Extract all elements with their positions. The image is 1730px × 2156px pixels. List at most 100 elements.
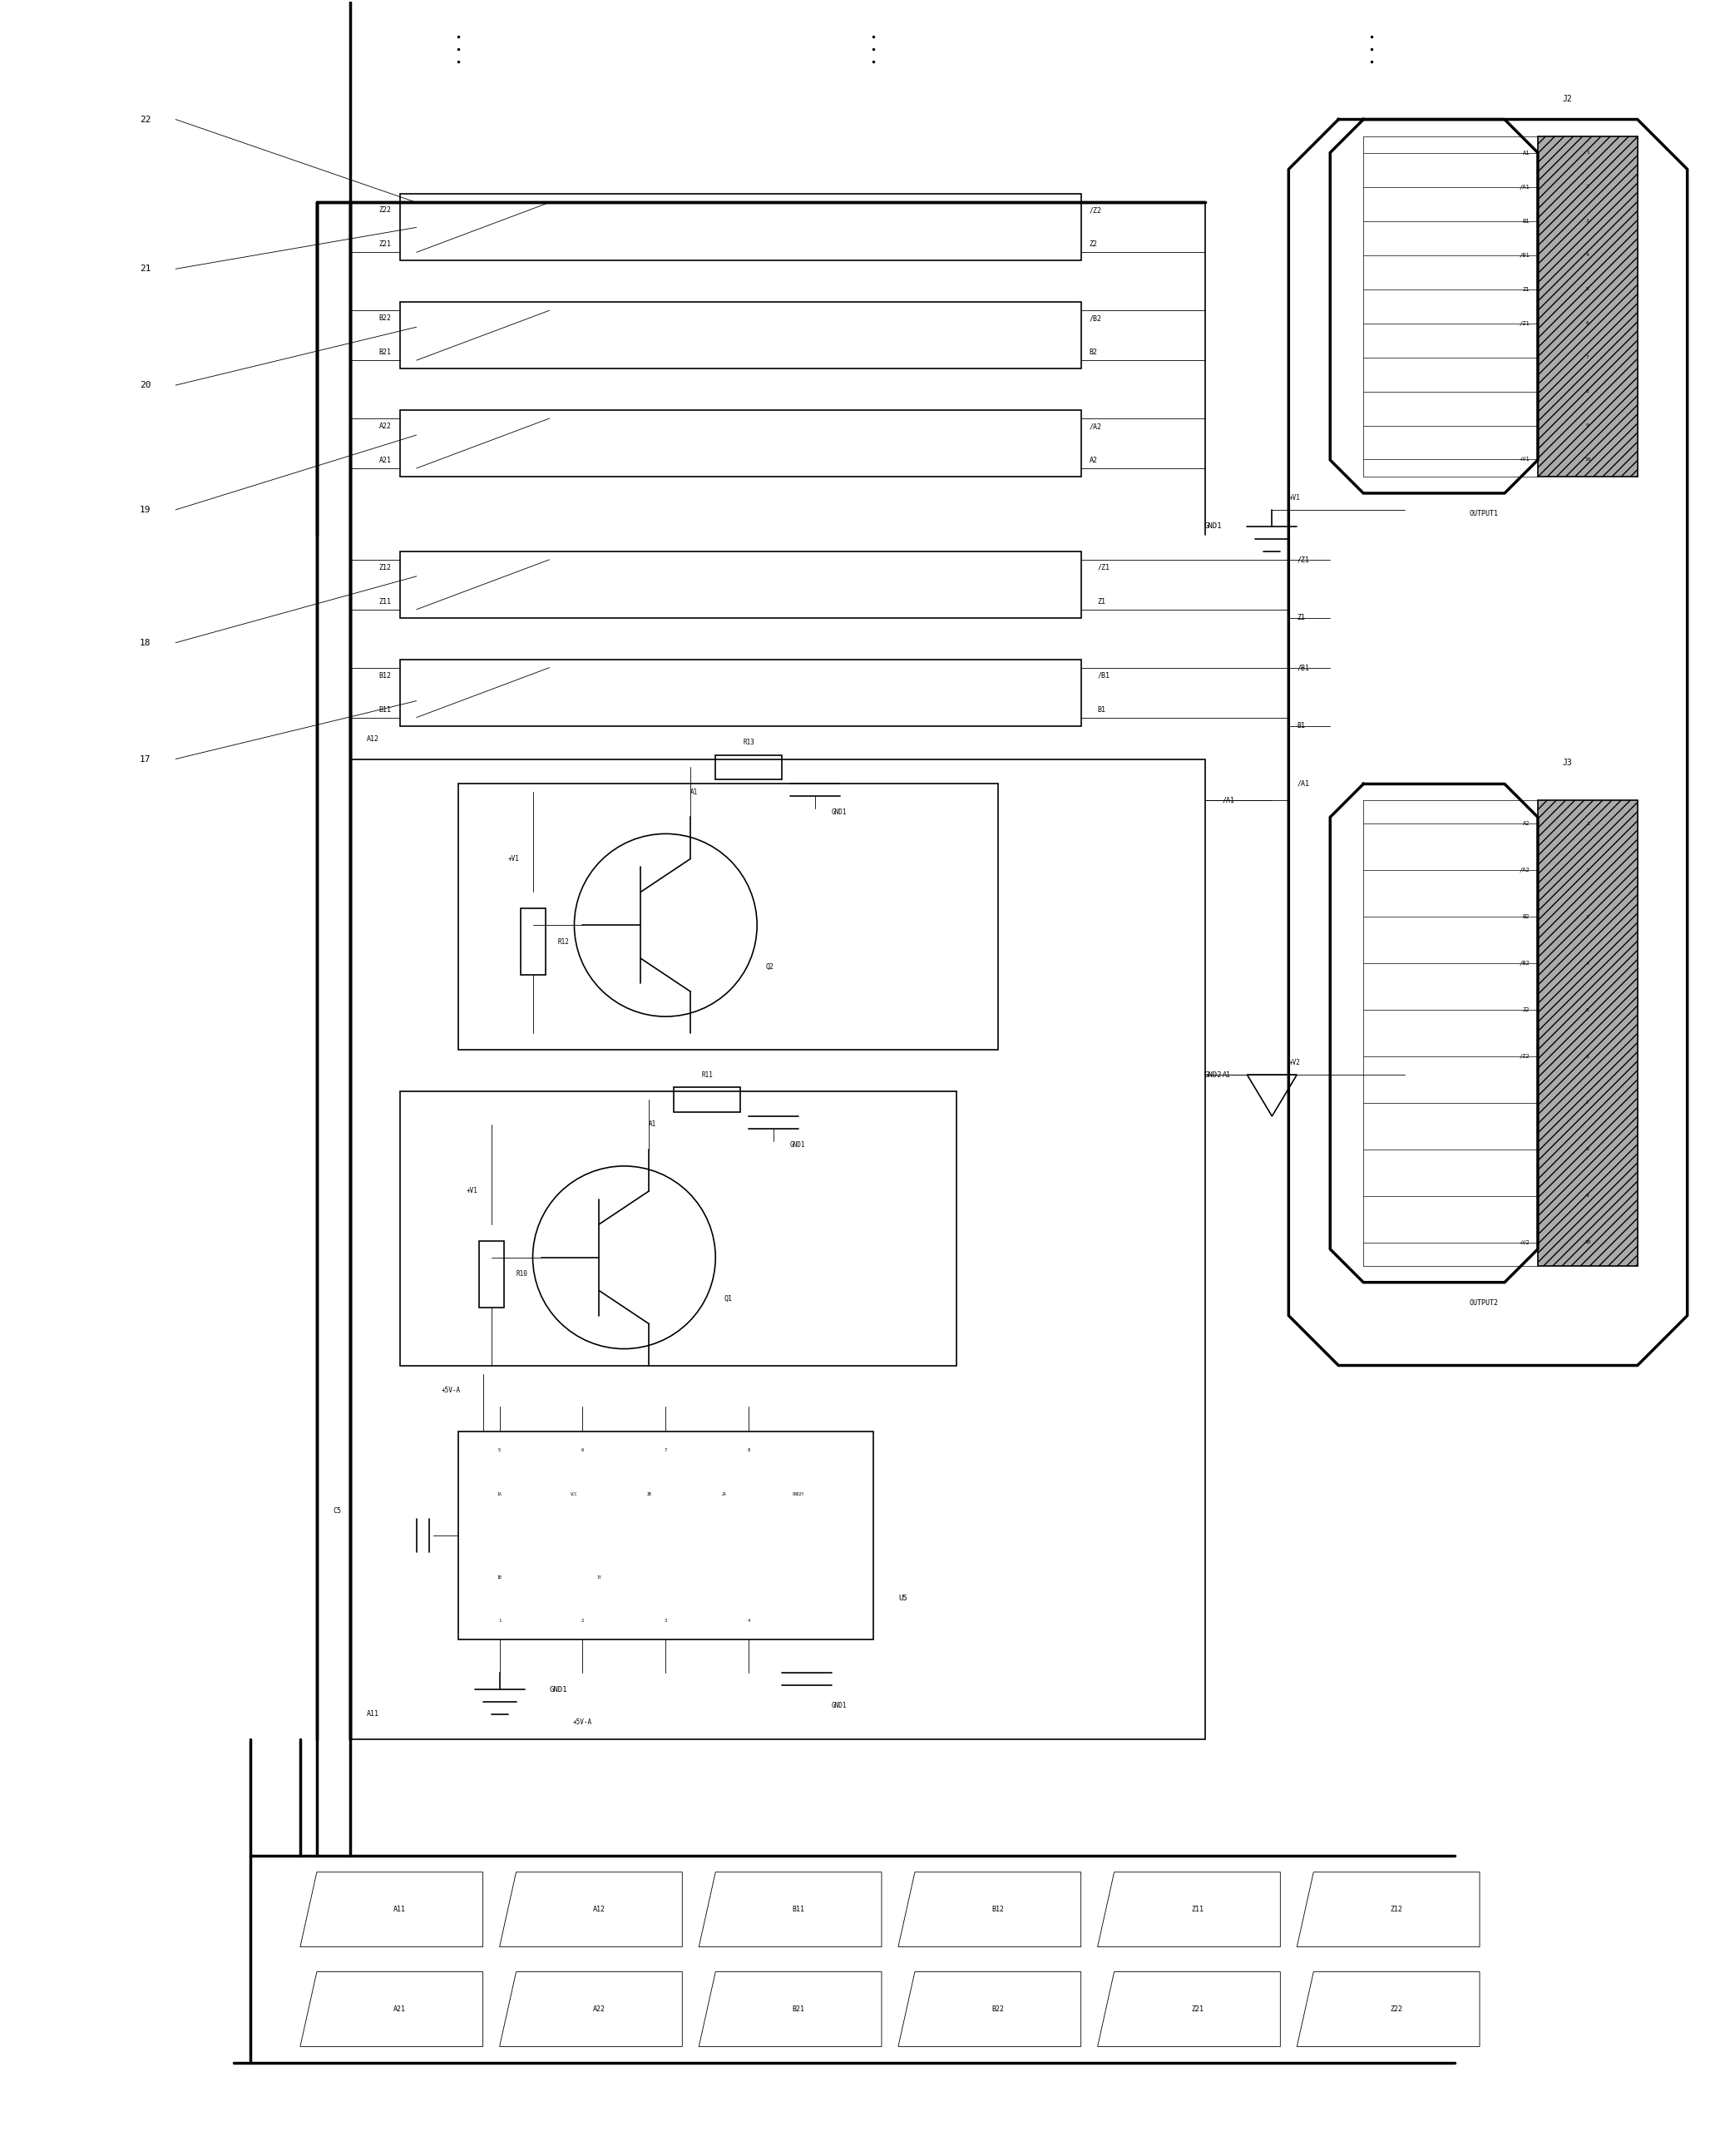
Text: 21: 21 (140, 265, 151, 274)
Text: 4: 4 (1586, 252, 1590, 257)
Text: OUTPUT1: OUTPUT1 (1469, 509, 1498, 517)
Text: 1Y: 1Y (597, 1576, 602, 1580)
Text: B1: B1 (1097, 705, 1105, 714)
Text: GND1: GND1 (550, 1686, 567, 1692)
Text: GND1: GND1 (832, 1703, 848, 1710)
Text: Z12: Z12 (379, 565, 391, 571)
Text: 1: 1 (1586, 821, 1590, 826)
Text: /B2: /B2 (1090, 315, 1102, 321)
Text: A22: A22 (379, 423, 391, 429)
Text: 2A: 2A (721, 1492, 727, 1496)
Text: 8: 8 (747, 1449, 751, 1453)
Text: 3: 3 (664, 1619, 668, 1623)
Text: /B1: /B1 (1519, 252, 1529, 259)
Text: A21: A21 (394, 2005, 407, 2014)
Text: +V2: +V2 (1519, 1240, 1529, 1244)
Text: B1: B1 (1298, 722, 1304, 729)
Text: B12: B12 (991, 1906, 1003, 1912)
Bar (521, 908, 545, 975)
Text: Z21: Z21 (1190, 2005, 1204, 2014)
Text: A21: A21 (379, 457, 391, 464)
Text: U5: U5 (898, 1593, 907, 1602)
Text: R11: R11 (701, 1072, 713, 1078)
Text: A11: A11 (367, 1710, 379, 1718)
Text: 20: 20 (140, 382, 151, 390)
Text: J3: J3 (1562, 759, 1573, 768)
Text: A2: A2 (1522, 821, 1529, 826)
Bar (675, 1087, 740, 1112)
Text: B21: B21 (792, 2005, 804, 2014)
Text: J2: J2 (1562, 95, 1573, 103)
Bar (400, 194, 1081, 261)
Bar (716, 755, 782, 780)
Bar (458, 1432, 874, 1639)
Text: B11: B11 (792, 1906, 804, 1912)
Text: /A2: /A2 (1519, 869, 1529, 873)
Text: 7: 7 (1586, 356, 1590, 360)
Text: +V2: +V2 (1289, 1059, 1301, 1067)
Text: Z21: Z21 (379, 241, 391, 248)
Text: GND2Y: GND2Y (792, 1492, 804, 1496)
Text: Z12: Z12 (1391, 1906, 1403, 1912)
Bar (479, 1242, 503, 1307)
Text: 5: 5 (1586, 1007, 1590, 1011)
Text: A1: A1 (649, 1121, 657, 1128)
Text: /Z1: /Z1 (1519, 321, 1529, 326)
Text: B2: B2 (1090, 349, 1097, 356)
Text: Z2: Z2 (1522, 1007, 1529, 1013)
Text: 19: 19 (140, 507, 151, 513)
Bar (1538, 136, 1638, 476)
Text: A1: A1 (1221, 1072, 1230, 1078)
Text: 2: 2 (1586, 185, 1590, 190)
Text: 3: 3 (1586, 220, 1590, 224)
Text: 17: 17 (140, 755, 151, 763)
Text: 22: 22 (140, 114, 151, 123)
Text: 9: 9 (1586, 423, 1590, 427)
Text: A1: A1 (690, 789, 699, 796)
Text: Z22: Z22 (379, 207, 391, 213)
Text: B12: B12 (379, 673, 391, 679)
Text: GND1: GND1 (832, 808, 848, 817)
Text: C5: C5 (334, 1507, 343, 1514)
Text: Z1: Z1 (1298, 614, 1304, 621)
Bar (1538, 800, 1638, 1266)
Text: Z1: Z1 (1097, 597, 1105, 606)
Bar (400, 302, 1081, 369)
Text: R10: R10 (516, 1270, 528, 1279)
Text: +V1: +V1 (1289, 494, 1301, 502)
Text: 4: 4 (747, 1619, 751, 1623)
Text: GND1: GND1 (791, 1141, 806, 1149)
Text: B2: B2 (1522, 914, 1529, 918)
Text: 4: 4 (1586, 962, 1590, 966)
Text: Q2: Q2 (765, 964, 773, 970)
Bar (400, 660, 1081, 727)
Text: OUTPUT2: OUTPUT2 (1469, 1298, 1498, 1307)
Bar (400, 1091, 957, 1365)
Text: 2: 2 (581, 1619, 585, 1623)
Text: B22: B22 (991, 2005, 1003, 2014)
Text: R12: R12 (557, 938, 569, 946)
Text: 8: 8 (1586, 1147, 1590, 1151)
Text: A2: A2 (1090, 457, 1097, 464)
Text: B1: B1 (1522, 218, 1529, 224)
Text: 2: 2 (1586, 869, 1590, 873)
Text: /Z1: /Z1 (1097, 565, 1111, 571)
Bar (349, 759, 1206, 1740)
Text: 1: 1 (498, 1619, 502, 1623)
Text: Z11: Z11 (379, 597, 391, 606)
Text: +5V-A: +5V-A (573, 1718, 592, 1727)
Text: +V1: +V1 (1519, 457, 1529, 461)
Text: 9: 9 (1586, 1194, 1590, 1199)
Text: 2B: 2B (647, 1492, 652, 1496)
Text: 6: 6 (1586, 321, 1590, 326)
Text: 5: 5 (1586, 287, 1590, 291)
Text: /Z2: /Z2 (1519, 1054, 1529, 1059)
Text: /B1: /B1 (1097, 673, 1111, 679)
Text: /B1: /B1 (1298, 664, 1310, 671)
Text: A22: A22 (593, 2005, 606, 2014)
Text: /Z2: /Z2 (1090, 207, 1102, 213)
Text: /A1: /A1 (1298, 780, 1310, 787)
Text: 10: 10 (1585, 457, 1592, 461)
Text: 1: 1 (1586, 151, 1590, 155)
Text: /A1: /A1 (1519, 185, 1529, 190)
